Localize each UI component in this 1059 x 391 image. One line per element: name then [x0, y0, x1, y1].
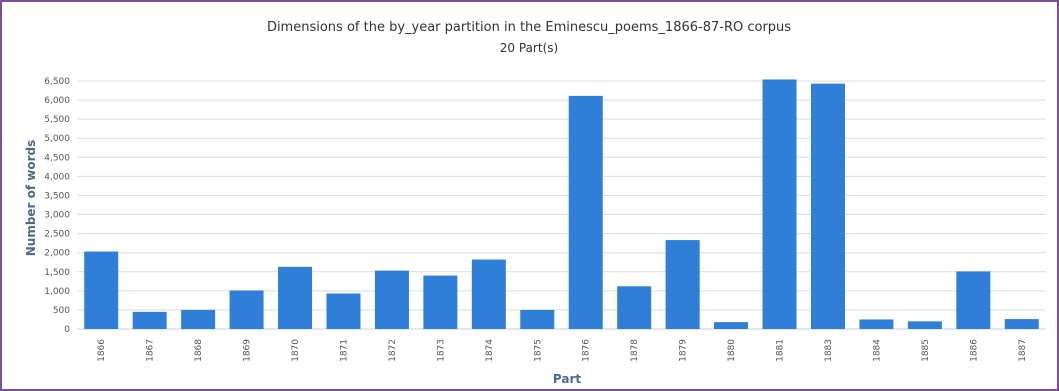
- bar-1885[interactable]: [907, 321, 942, 329]
- bar-1876[interactable]: [568, 95, 603, 329]
- x-tick-label: 1887: [1018, 339, 1028, 362]
- bar-1869[interactable]: [229, 290, 264, 329]
- x-tick-label: 1881: [776, 339, 786, 362]
- x-tick-label: 1870: [291, 339, 301, 362]
- bars: [84, 79, 1039, 329]
- y-tick-label: 5,000: [44, 134, 70, 144]
- y-tick-label: 3,500: [44, 191, 70, 201]
- x-tick-label: 1886: [969, 339, 979, 362]
- y-tick-label: 5,500: [44, 115, 70, 125]
- gridlines: [77, 80, 1046, 330]
- bar-1872[interactable]: [374, 270, 409, 329]
- bar-1873[interactable]: [423, 275, 458, 329]
- x-tick-label: 1880: [727, 339, 737, 362]
- x-tick-label: 1876: [582, 339, 592, 362]
- bar-1883[interactable]: [810, 83, 845, 329]
- x-tick-label: 1885: [921, 339, 931, 362]
- bar-1887[interactable]: [1004, 319, 1039, 329]
- y-axis-ticks: 0 500 1,000 1,500 2,000 2,500 3,000 3,500 4,000 4…: [44, 77, 70, 335]
- x-tick-label: 1884: [872, 339, 882, 362]
- bar-1884[interactable]: [859, 319, 894, 329]
- bar-1874[interactable]: [471, 259, 506, 329]
- x-tick-label: 1867: [146, 339, 156, 362]
- x-tick-label: 1873: [436, 339, 446, 362]
- x-tick-label: 1883: [824, 339, 834, 362]
- bar-1886[interactable]: [956, 271, 991, 329]
- x-tick-label: 1869: [243, 339, 253, 362]
- bar-1870[interactable]: [278, 266, 313, 329]
- x-tick-label: 1871: [339, 339, 349, 362]
- y-tick-label: 6,500: [44, 77, 70, 87]
- x-tick-label: 1868: [194, 339, 204, 362]
- x-tick-label: 1866: [97, 339, 107, 362]
- x-tick-label: 1875: [533, 339, 543, 362]
- y-tick-label: 4,000: [44, 172, 70, 182]
- x-tick-label: 1879: [679, 339, 689, 362]
- bar-1866[interactable]: [84, 251, 119, 329]
- chart-title: Dimensions of the by_year partition in t…: [267, 20, 791, 35]
- x-tick-label: 1872: [388, 339, 398, 362]
- bar-1879[interactable]: [665, 240, 700, 329]
- bar-1868[interactable]: [181, 309, 216, 329]
- bar-1867[interactable]: [132, 311, 167, 329]
- y-axis-label: Number of words: [24, 140, 38, 257]
- y-tick-label: 1,500: [44, 268, 70, 278]
- x-axis-ticks: 1866 1867 1868 1869 1870 1871 1872 1873 1874 1875…: [97, 339, 1028, 362]
- x-tick-label: 1874: [485, 339, 495, 362]
- y-tick-label: 2,500: [44, 230, 70, 240]
- y-tick-label: 3,000: [44, 211, 70, 221]
- x-axis-label: Part: [553, 372, 581, 386]
- y-tick-label: 500: [53, 306, 70, 316]
- bar-1871[interactable]: [326, 293, 361, 329]
- y-tick-label: 4,500: [44, 153, 70, 163]
- bar-1875[interactable]: [520, 309, 555, 329]
- y-tick-label: 0: [64, 325, 70, 335]
- bar-1880[interactable]: [714, 322, 749, 329]
- x-tick-label: 1878: [630, 339, 640, 362]
- bar-1881[interactable]: [762, 79, 797, 329]
- y-tick-label: 2,000: [44, 249, 70, 259]
- chart-subtitle: 20 Part(s): [500, 41, 558, 55]
- y-tick-label: 1,000: [44, 287, 70, 297]
- y-tick-label: 6,000: [44, 96, 70, 106]
- bar-1878[interactable]: [617, 286, 652, 329]
